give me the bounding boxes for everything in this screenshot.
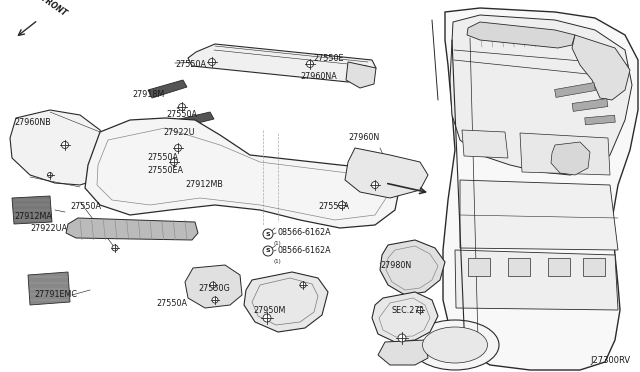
Polygon shape — [443, 8, 638, 370]
Polygon shape — [378, 340, 428, 365]
Circle shape — [371, 182, 378, 189]
Polygon shape — [28, 272, 70, 305]
Text: 27918M: 27918M — [132, 90, 164, 99]
Polygon shape — [380, 240, 445, 295]
Text: 08566-6162A: 08566-6162A — [277, 246, 331, 255]
Text: 27912MA: 27912MA — [14, 212, 52, 221]
Polygon shape — [244, 272, 328, 332]
Text: 27960N: 27960N — [348, 133, 380, 142]
Text: 27550A: 27550A — [318, 202, 349, 211]
Polygon shape — [520, 133, 610, 175]
Polygon shape — [585, 115, 615, 125]
Text: 27980N: 27980N — [380, 261, 412, 270]
Circle shape — [417, 307, 423, 313]
Text: 27550G: 27550G — [198, 284, 230, 293]
Polygon shape — [188, 44, 376, 82]
Circle shape — [300, 282, 306, 288]
Text: 27922U: 27922U — [163, 128, 195, 137]
Bar — [583, 258, 605, 276]
Text: 27550A: 27550A — [156, 299, 187, 308]
Circle shape — [179, 103, 186, 110]
Circle shape — [47, 173, 52, 177]
Text: FRONT: FRONT — [40, 0, 69, 18]
Polygon shape — [572, 99, 608, 111]
Bar — [508, 258, 530, 276]
Text: (1): (1) — [274, 241, 282, 247]
Text: (1): (1) — [274, 259, 282, 263]
Circle shape — [263, 314, 271, 322]
Polygon shape — [460, 180, 618, 250]
Text: 27550A: 27550A — [147, 153, 178, 162]
Bar — [468, 258, 490, 276]
Text: 27550EA: 27550EA — [147, 166, 183, 175]
Circle shape — [61, 141, 68, 148]
Circle shape — [212, 297, 218, 303]
Polygon shape — [85, 118, 400, 228]
Text: S: S — [266, 231, 270, 237]
Circle shape — [170, 158, 177, 166]
Polygon shape — [467, 22, 575, 48]
Circle shape — [210, 282, 216, 288]
Text: 27950M: 27950M — [253, 306, 285, 315]
Text: 27960NB: 27960NB — [14, 118, 51, 127]
Polygon shape — [455, 250, 618, 310]
Text: 27550A: 27550A — [70, 202, 101, 211]
Circle shape — [263, 246, 273, 256]
Polygon shape — [551, 142, 590, 175]
Polygon shape — [572, 35, 630, 100]
Circle shape — [263, 229, 273, 239]
Ellipse shape — [411, 320, 499, 370]
Polygon shape — [372, 292, 438, 342]
Polygon shape — [462, 130, 508, 158]
Text: 27960NA: 27960NA — [300, 72, 337, 81]
Text: 27912MB: 27912MB — [185, 180, 223, 189]
Circle shape — [175, 144, 182, 151]
Circle shape — [307, 61, 314, 67]
Polygon shape — [10, 110, 108, 185]
Circle shape — [112, 245, 118, 251]
Polygon shape — [186, 147, 239, 166]
Text: 27791EMC: 27791EMC — [34, 290, 77, 299]
Text: J27300RV: J27300RV — [590, 356, 630, 365]
Circle shape — [339, 202, 346, 208]
Polygon shape — [346, 62, 376, 88]
Text: SEC.271: SEC.271 — [392, 306, 426, 315]
Ellipse shape — [422, 327, 488, 363]
Text: 08566-6162A: 08566-6162A — [277, 228, 331, 237]
Circle shape — [209, 58, 216, 65]
Polygon shape — [555, 83, 595, 97]
Bar — [548, 258, 570, 276]
Polygon shape — [148, 80, 187, 98]
Text: 27550E: 27550E — [313, 54, 344, 63]
Text: S: S — [266, 248, 270, 253]
Polygon shape — [185, 265, 242, 308]
Text: 27550A: 27550A — [166, 110, 197, 119]
Polygon shape — [345, 148, 428, 198]
Polygon shape — [450, 15, 632, 175]
Circle shape — [398, 334, 406, 342]
Polygon shape — [66, 218, 198, 240]
Polygon shape — [12, 196, 52, 224]
Polygon shape — [167, 112, 214, 130]
Text: 27550A: 27550A — [175, 60, 206, 69]
Text: 27922UA: 27922UA — [30, 224, 67, 233]
